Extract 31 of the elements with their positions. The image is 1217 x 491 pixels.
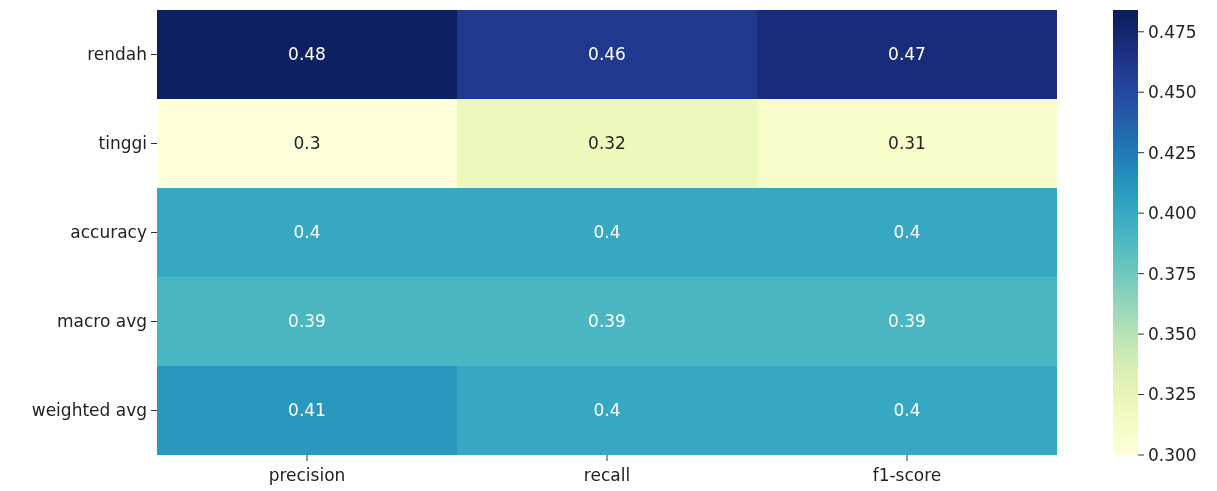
y-tick-label: weighted avg xyxy=(31,400,147,421)
color-bar-label: 0.425 xyxy=(1148,142,1197,163)
data-label: 0.3 xyxy=(293,133,321,154)
data-label: 0.47 xyxy=(888,44,926,65)
color-bar-label: 0.450 xyxy=(1148,82,1197,103)
data-label: 0.39 xyxy=(588,311,626,332)
data-label: 0.4 xyxy=(593,222,621,243)
y-tick-label: accuracy xyxy=(70,222,147,243)
color-bar-label: 0.400 xyxy=(1148,203,1197,224)
data-label: 0.46 xyxy=(588,44,626,65)
data-label: 0.4 xyxy=(893,400,921,421)
data-label: 0.4 xyxy=(293,222,321,243)
data-label: 0.4 xyxy=(593,400,621,421)
color-bar-label: 0.300 xyxy=(1148,444,1197,465)
data-label: 0.39 xyxy=(288,311,326,332)
data-label: 0.31 xyxy=(888,133,926,154)
data-label: 0.41 xyxy=(288,400,326,421)
x-tick-label: f1-score xyxy=(872,465,942,485)
y-tick-label: macro avg xyxy=(56,311,147,332)
color-bar-label: 0.350 xyxy=(1148,324,1197,345)
x-tick-label: recall xyxy=(583,465,631,485)
color-bar-label: 0.375 xyxy=(1148,263,1197,284)
x-tick-label: precision xyxy=(268,465,346,485)
data-label: 0.39 xyxy=(888,311,926,332)
data-label: 0.48 xyxy=(288,44,326,65)
color-bar-label: 0.325 xyxy=(1148,384,1197,405)
y-tick-label: tinggi xyxy=(98,133,147,154)
data-label: 0.32 xyxy=(588,133,626,154)
y-tick-label: rendah xyxy=(87,44,147,65)
color-bar-label: 0.475 xyxy=(1148,21,1197,42)
data-label: 0.4 xyxy=(893,222,921,243)
